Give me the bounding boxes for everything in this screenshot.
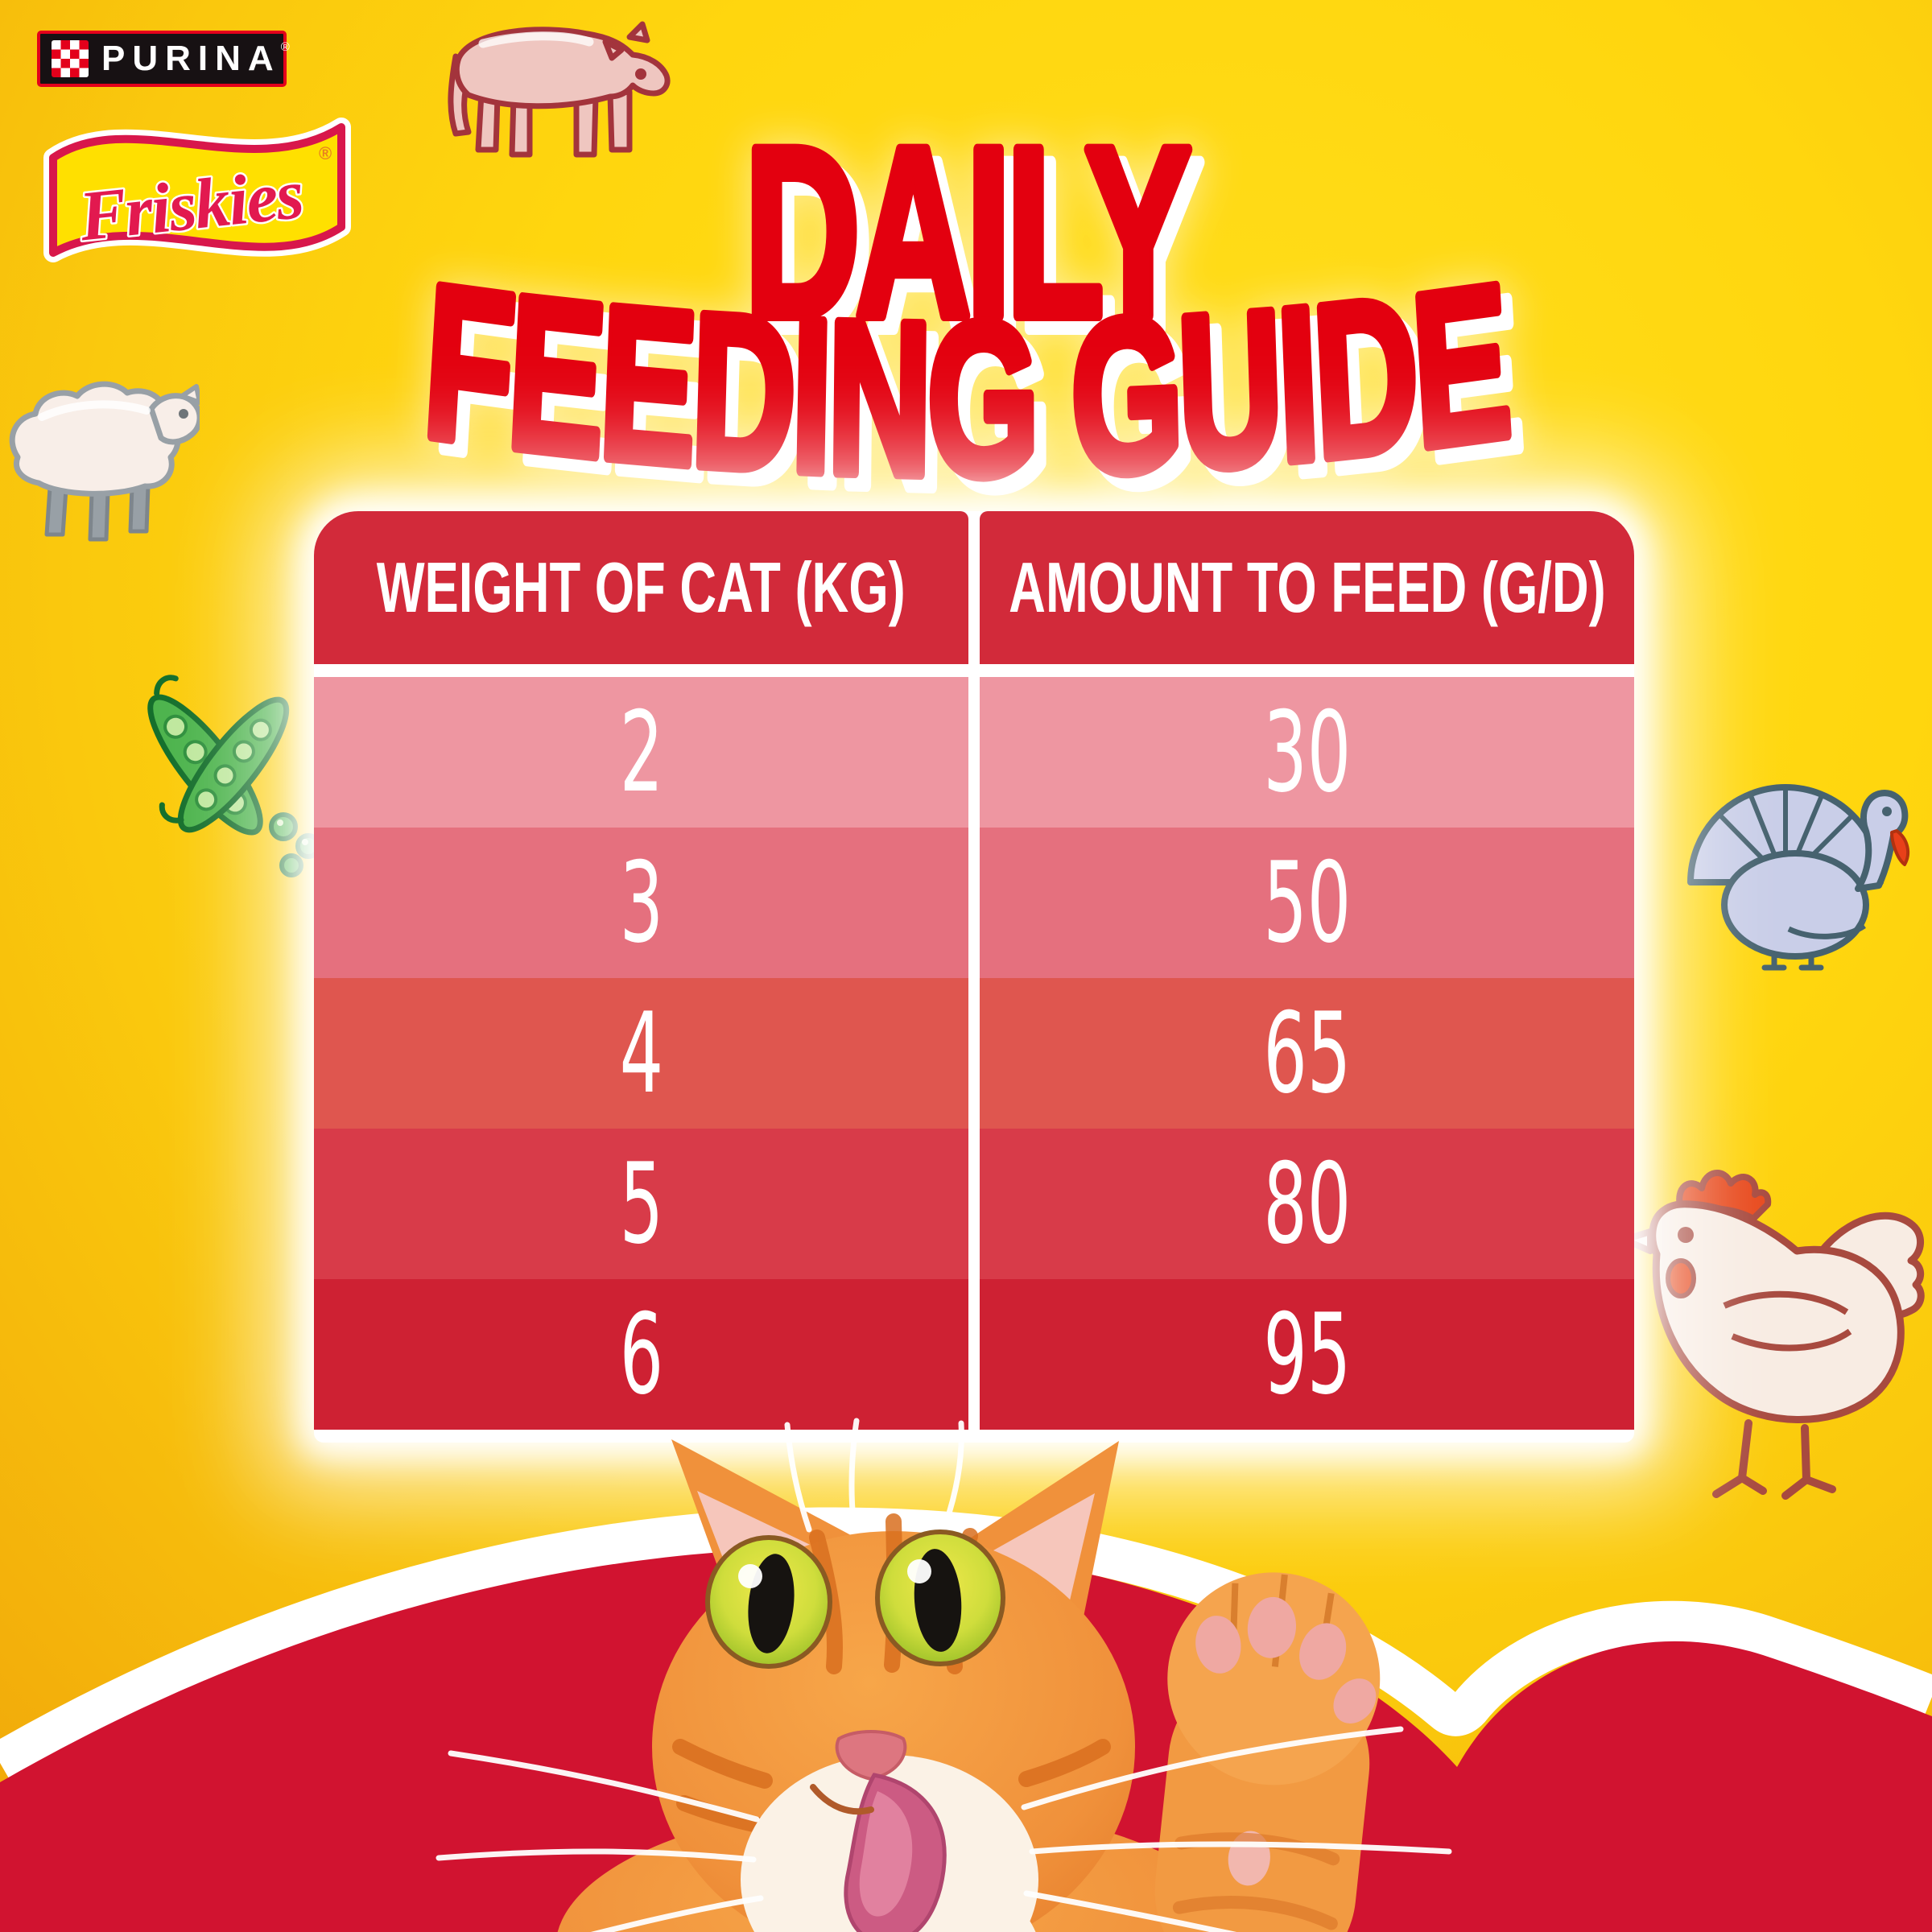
cat-nose <box>835 1730 907 1781</box>
title-line2: FEEDING GUIDE <box>415 235 1521 526</box>
purina-logo: PURINA® <box>37 31 290 87</box>
cell-amount: 80 <box>980 1129 1634 1279</box>
purina-text: PURINA <box>101 39 281 78</box>
chicken-body <box>1649 1200 1905 1423</box>
friskies-registered-mark: ® <box>319 143 332 163</box>
col-header-amount: AMOUNT TO FEED (G/D) <box>980 511 1634 664</box>
peas-icon <box>147 675 321 877</box>
cow-icon <box>448 21 671 158</box>
column-divider <box>968 677 980 690</box>
table-row: 3 50 <box>314 828 1634 978</box>
feeding-guide-table: WEIGHT OF CAT (KG) AMOUNT TO FEED (G/D) … <box>314 511 1634 1443</box>
column-divider <box>968 1279 980 1292</box>
cell-weight: 4 <box>314 978 968 1129</box>
table-row: 5 80 <box>314 1129 1634 1279</box>
cat-left-eye <box>705 1535 832 1669</box>
cell-amount: 30 <box>980 677 1634 828</box>
title-line2-shadow: FEEDING GUIDE <box>425 247 1533 539</box>
column-divider <box>968 1129 980 1141</box>
table-row: 2 30 <box>314 677 1634 828</box>
turkey-icon <box>1687 784 1910 971</box>
turkey-head <box>1855 790 1909 892</box>
svg-text:FEEDING GUIDE: FEEDING GUIDE <box>431 253 1525 534</box>
cat-mouth <box>810 1784 874 1815</box>
chicken-icon <box>1621 1170 1925 1500</box>
friskies-logo: Friskies ® <box>43 118 351 262</box>
cell-weight: 6 <box>314 1279 968 1430</box>
cat-whiskers <box>436 1418 1452 1932</box>
column-divider <box>968 828 980 840</box>
cell-amount: 65 <box>980 978 1634 1129</box>
header-gap <box>314 664 1634 677</box>
cell-amount: 50 <box>980 828 1634 978</box>
purina-checkerboard-icon <box>52 40 89 77</box>
col-header-weight-label: WEIGHT OF CAT (KG) <box>377 547 906 627</box>
cat-right-eye <box>875 1530 1005 1666</box>
purina-wordmark: PURINA® <box>101 41 290 76</box>
chicken-wattle <box>1666 1258 1696 1298</box>
cell-amount: 95 <box>980 1279 1634 1430</box>
title-line1-shadow: DAILY <box>757 110 1201 380</box>
col-header-weight: WEIGHT OF CAT (KG) <box>314 511 968 664</box>
title-line1: DAILY <box>745 97 1189 367</box>
sheep-head <box>148 393 200 445</box>
purina-registered-mark: ® <box>280 40 290 54</box>
col-header-amount-label: AMOUNT TO FEED (G/D) <box>1008 547 1606 627</box>
cell-weight: 2 <box>314 677 968 828</box>
friskies-banner <box>49 123 345 257</box>
sheep-icon <box>9 381 200 542</box>
table-row: 4 65 <box>314 978 1634 1129</box>
column-divider <box>968 978 980 991</box>
turkey-body <box>1721 850 1869 960</box>
table-header-row: WEIGHT OF CAT (KG) AMOUNT TO FEED (G/D) <box>314 511 1634 664</box>
table-row: 6 95 <box>314 1279 1634 1430</box>
page-title: DAILY DAILY FEEDING GUIDE FEEDING GUIDE <box>415 93 1534 539</box>
cell-weight: 3 <box>314 828 968 978</box>
cat-licking-lips-illustration <box>436 1418 1452 1932</box>
column-divider <box>968 511 980 524</box>
turkey-wattle <box>1890 829 1910 866</box>
cell-weight: 5 <box>314 1129 968 1279</box>
svg-text:FEEDING GUIDE: FEEDING GUIDE <box>419 240 1513 521</box>
